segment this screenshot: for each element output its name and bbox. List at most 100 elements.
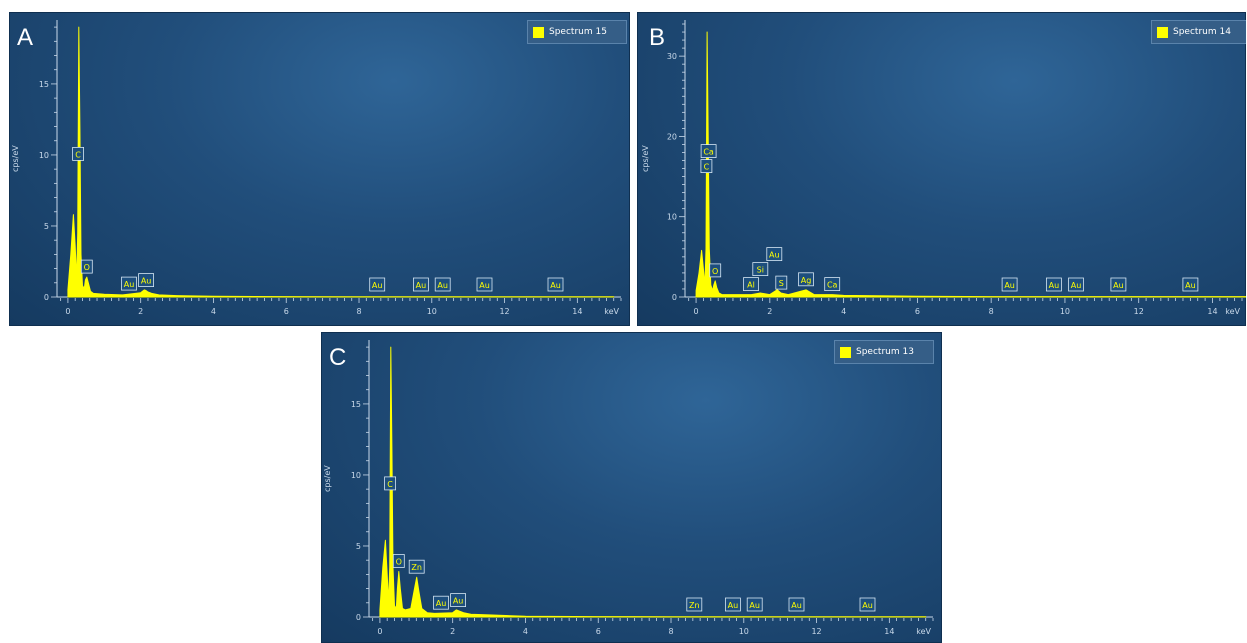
legend-a[interactable]: Spectrum 15 bbox=[527, 20, 627, 44]
x-tick-label-c: 14 bbox=[884, 627, 894, 636]
y-tick-label-c: 10 bbox=[351, 471, 361, 480]
peak-label-s: S bbox=[779, 279, 784, 288]
y-axis-label-c: cps/eV bbox=[323, 465, 332, 492]
peak-label-box-b bbox=[1068, 277, 1084, 292]
y-tick-label-b: 30 bbox=[667, 52, 677, 61]
y-tick-label-a: 5 bbox=[44, 222, 49, 231]
peak-label-al: Al bbox=[747, 281, 755, 290]
y-tick-label-b: 0 bbox=[672, 293, 677, 302]
x-tick-label-c: 6 bbox=[596, 627, 601, 636]
x-tick-label-a: 10 bbox=[427, 307, 437, 316]
peak-label-ag: Ag bbox=[801, 276, 812, 285]
x-tick-label-a: 8 bbox=[356, 307, 361, 316]
panel-letter-c: C bbox=[329, 344, 347, 371]
peak-label-au: Au bbox=[437, 281, 448, 290]
peak-label-box-b bbox=[1045, 277, 1062, 292]
peak-label-au: Au bbox=[769, 251, 780, 260]
peak-label-box-a bbox=[72, 146, 84, 161]
x-unit-label-c: keV bbox=[916, 627, 931, 636]
peak-label-au: Au bbox=[1185, 281, 1196, 290]
spectrum-panel-b: 0 2 4 6 8 10 12 14 keV 0 10 20 30 C Ca O Al Si Au S Ag Ca Au Au… bbox=[637, 12, 1246, 326]
x-tick-label-b: 2 bbox=[767, 307, 772, 316]
y-tick-label-a: 15 bbox=[39, 80, 49, 89]
peak-label-au: Au bbox=[862, 601, 873, 610]
panel-letter-a: A bbox=[17, 24, 34, 51]
y-tick-label-c: 15 bbox=[351, 400, 361, 409]
peak-label-box-c bbox=[392, 554, 405, 568]
y-tick-label-c: 5 bbox=[356, 542, 361, 551]
peak-label-zn: Zn bbox=[411, 563, 422, 572]
peak-label-box-c bbox=[724, 597, 741, 612]
peak-label-ca: Ca bbox=[703, 148, 714, 157]
peak-label-box-c bbox=[686, 597, 703, 612]
peak-label-box-b bbox=[700, 159, 713, 174]
peak-label-box-c bbox=[859, 597, 876, 612]
x-unit-label-a: keV bbox=[604, 307, 619, 316]
x-tick-label-a: 0 bbox=[65, 307, 70, 316]
x-tick-label-c: 4 bbox=[523, 627, 528, 636]
peak-label-box-a bbox=[80, 259, 93, 274]
y-axis-label-a: cps/eV bbox=[11, 145, 20, 172]
peak-label-box-a bbox=[476, 277, 493, 292]
peak-label-c: C bbox=[75, 150, 81, 159]
peak-label-box-b bbox=[709, 263, 722, 278]
peak-label-box-b bbox=[752, 262, 769, 277]
spectrum-series-a bbox=[67, 26, 615, 298]
peak-label-au: Au bbox=[749, 601, 760, 610]
spectrum-panel-a: 0 2 4 6 8 10 12 14 keV 0 5 10 15 C O Au Au Au Au Au Au Au A c… bbox=[9, 12, 630, 326]
spectrum-c-plot: 0 2 4 6 8 10 12 14 keV 0 5 10 15 C O Zn Au Au Zn Au Au Au Au bbox=[351, 340, 934, 636]
legend-label-b: Spectrum 14 bbox=[1173, 27, 1231, 37]
legend-label-a: Spectrum 15 bbox=[549, 27, 607, 37]
peak-label-box-b bbox=[824, 277, 841, 292]
peak-label-au: Au bbox=[791, 601, 802, 610]
peak-label-o: O bbox=[396, 558, 402, 567]
x-tick-label-b: 10 bbox=[1060, 307, 1070, 316]
y-tick-label-a: 0 bbox=[44, 293, 49, 302]
peak-label-au: Au bbox=[1071, 281, 1082, 290]
peak-label-box-c bbox=[408, 559, 425, 574]
x-tick-label-a: 14 bbox=[572, 307, 582, 316]
peak-label-box-c bbox=[384, 476, 396, 491]
y-axis-label-b: cps/eV bbox=[641, 145, 650, 172]
peak-label-au: Au bbox=[436, 599, 447, 608]
legend-b[interactable]: Spectrum 14 bbox=[1151, 20, 1246, 44]
peak-label-box-c bbox=[433, 595, 449, 610]
peak-label-box-a bbox=[138, 273, 155, 288]
peak-label-box-b bbox=[1110, 277, 1127, 292]
peak-label-box-b bbox=[743, 277, 759, 292]
peak-label-box-a bbox=[547, 277, 564, 292]
peak-label-au: Au bbox=[479, 281, 490, 290]
peak-label-box-a bbox=[121, 276, 137, 291]
legend-swatch-b bbox=[1157, 26, 1168, 38]
x-tick-label-c: 10 bbox=[739, 627, 749, 636]
x-tick-label-b: 0 bbox=[694, 307, 699, 316]
peak-label-au: Au bbox=[372, 281, 383, 290]
spectrum-panel-c: 0 2 4 6 8 10 12 14 keV 0 5 10 15 C O Zn Au Au Zn Au Au Au Au C… bbox=[321, 332, 942, 643]
legend-swatch-c bbox=[840, 346, 851, 358]
peak-label-c: C bbox=[387, 480, 393, 489]
peak-label-o: O bbox=[712, 267, 718, 276]
peak-label-box-c bbox=[450, 593, 467, 608]
y-tick-label-b: 20 bbox=[667, 132, 677, 141]
y-tick-label-c: 0 bbox=[356, 613, 361, 622]
peak-label-au: Au bbox=[141, 277, 152, 286]
peak-label-box-c bbox=[788, 597, 805, 612]
x-tick-label-b: 14 bbox=[1207, 307, 1217, 316]
x-tick-label-a: 6 bbox=[284, 307, 289, 316]
x-tick-label-a: 2 bbox=[138, 307, 143, 316]
spectrum-series-b bbox=[695, 31, 1246, 298]
spectrum-series-c bbox=[379, 346, 927, 618]
peak-label-au: Au bbox=[728, 601, 739, 610]
peak-label-au: Au bbox=[1049, 281, 1060, 290]
peak-label-box-b bbox=[775, 275, 788, 290]
y-tick-label-b: 10 bbox=[667, 213, 677, 222]
x-tick-label-a: 12 bbox=[499, 307, 509, 316]
x-tick-label-c: 8 bbox=[668, 627, 673, 636]
peak-label-box-b bbox=[798, 272, 814, 287]
legend-c[interactable]: Spectrum 13 bbox=[834, 340, 934, 364]
peak-label-ca: Ca bbox=[827, 281, 838, 290]
x-tick-label-a: 4 bbox=[211, 307, 216, 316]
x-tick-label-c: 12 bbox=[811, 627, 821, 636]
peak-label-o: O bbox=[84, 263, 90, 272]
